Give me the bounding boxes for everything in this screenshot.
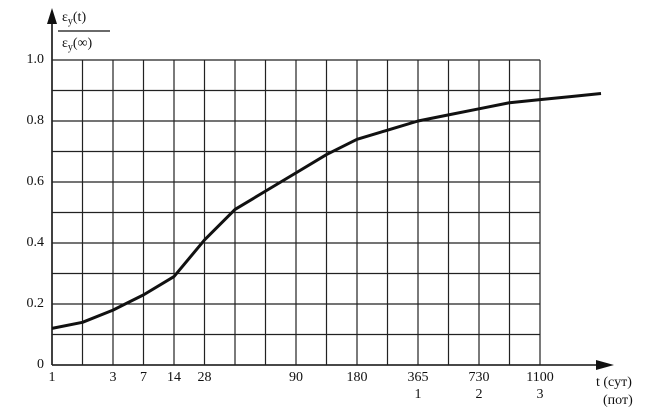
x-label: (пот) <box>603 393 633 408</box>
x-tick-label-2: 3 <box>537 387 544 402</box>
y-label-numerator: εy(t) <box>62 10 86 27</box>
x-tick-label: 1100 <box>526 370 553 385</box>
x-tick-label: 28 <box>198 370 212 385</box>
y-tick-label: 0.6 <box>27 174 45 189</box>
x-tick-label: 365 <box>408 370 429 385</box>
x-tick-label-2: 1 <box>415 387 422 402</box>
y-axis-arrow <box>47 8 57 24</box>
x-tick-label-2: 2 <box>476 387 483 402</box>
x-tick-label: 14 <box>167 370 181 385</box>
y-label-part: y <box>68 42 73 53</box>
y-tick-label: 0.4 <box>27 235 45 250</box>
x-tick-label: 90 <box>289 370 303 385</box>
y-tick-label: 1.0 <box>27 52 45 67</box>
x-tick-label: 1 <box>49 370 56 385</box>
y-label-part: y <box>68 16 73 27</box>
y-tick-label: 0.8 <box>27 113 45 128</box>
curve <box>51 92 602 330</box>
y-label-part: ε <box>62 10 68 25</box>
y-label-part: ε <box>62 36 68 51</box>
x-tick-label: 180 <box>347 370 368 385</box>
y-label-part: (∞) <box>73 36 93 51</box>
y-label-part: (t) <box>73 10 87 25</box>
x-axis-arrow <box>596 360 614 370</box>
x-tick-label: 3 <box>110 370 117 385</box>
y-label-denominator: εy(∞) <box>62 36 93 53</box>
y-tick-label: 0 <box>37 357 44 372</box>
x-label: t (сут) <box>596 375 632 390</box>
x-tick-label: 730 <box>469 370 490 385</box>
y-tick-label: 0.2 <box>27 296 45 311</box>
x-tick-label: 7 <box>140 370 147 385</box>
